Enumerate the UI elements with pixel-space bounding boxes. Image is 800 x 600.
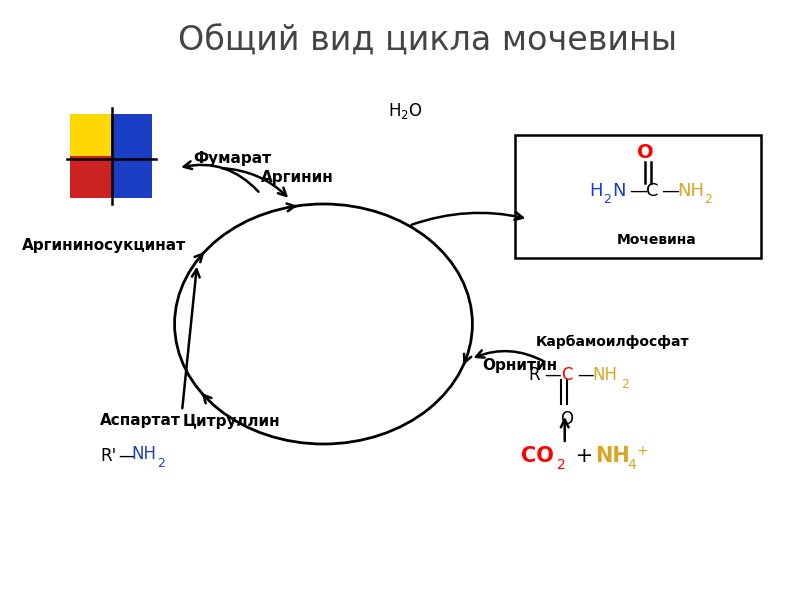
Text: 2: 2	[602, 193, 610, 206]
Text: —: —	[661, 181, 678, 199]
Text: 2: 2	[158, 457, 166, 470]
Text: C: C	[646, 181, 658, 199]
Text: N: N	[612, 181, 626, 199]
Text: 2: 2	[704, 193, 712, 206]
Text: H: H	[590, 181, 602, 199]
Text: —: —	[578, 366, 594, 384]
Text: Фумарат: Фумарат	[193, 151, 271, 166]
Text: Орнитин: Орнитин	[482, 358, 557, 373]
Text: —: —	[118, 447, 135, 465]
Text: C: C	[561, 366, 573, 384]
Bar	[111, 114, 152, 156]
Text: NH: NH	[677, 181, 704, 199]
Text: Аргинин: Аргинин	[262, 170, 334, 185]
Text: Мочевина: Мочевина	[617, 233, 696, 247]
Text: O: O	[561, 410, 574, 428]
Text: R: R	[528, 366, 540, 384]
Bar	[111, 156, 152, 198]
Text: +: +	[569, 446, 600, 466]
Bar	[70, 114, 111, 156]
Text: CO: CO	[521, 446, 554, 466]
Text: +: +	[637, 444, 649, 458]
Text: 2: 2	[622, 377, 629, 391]
Text: Аргининосукцинат: Аргининосукцинат	[22, 238, 186, 253]
Text: Цитруллин: Цитруллин	[182, 414, 280, 429]
Bar	[70, 156, 111, 198]
Text: H$_2$O: H$_2$O	[388, 101, 422, 121]
Text: NH: NH	[595, 446, 630, 466]
Text: NH: NH	[131, 445, 156, 463]
Text: O: O	[637, 143, 654, 161]
Text: 2: 2	[557, 458, 566, 472]
Text: Общий вид цикла мочевины: Общий вид цикла мочевины	[178, 24, 678, 57]
Text: NH: NH	[592, 366, 618, 384]
Text: R': R'	[100, 447, 116, 465]
Text: Карбамоилфосфат: Карбамоилфосфат	[536, 335, 690, 349]
FancyBboxPatch shape	[515, 135, 761, 258]
Text: Аспартат: Аспартат	[100, 413, 181, 427]
Text: —: —	[545, 366, 562, 384]
Text: —: —	[629, 181, 646, 199]
Text: 4: 4	[627, 458, 636, 472]
